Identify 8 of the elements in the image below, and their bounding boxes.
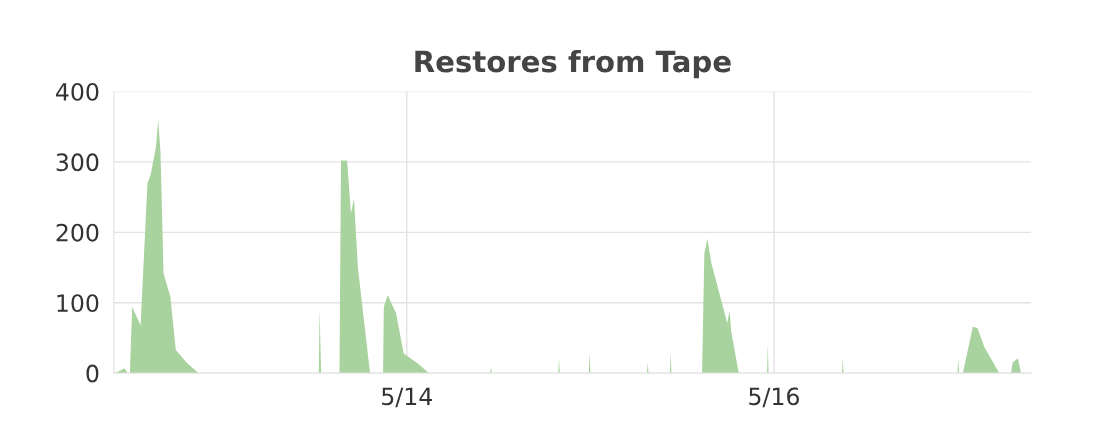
y-tick-label: 0 (86, 364, 99, 383)
y-tick-label: 200 (56, 223, 99, 242)
y-tick-label: 100 (57, 294, 99, 313)
x-tick-label: 5/14 (382, 387, 432, 408)
chart-title: Restores from Tape (415, 49, 731, 79)
x-tick-label: 5/16 (749, 387, 799, 408)
y-tick-label: 400 (56, 82, 99, 101)
y-tick-label: 300 (56, 153, 99, 172)
